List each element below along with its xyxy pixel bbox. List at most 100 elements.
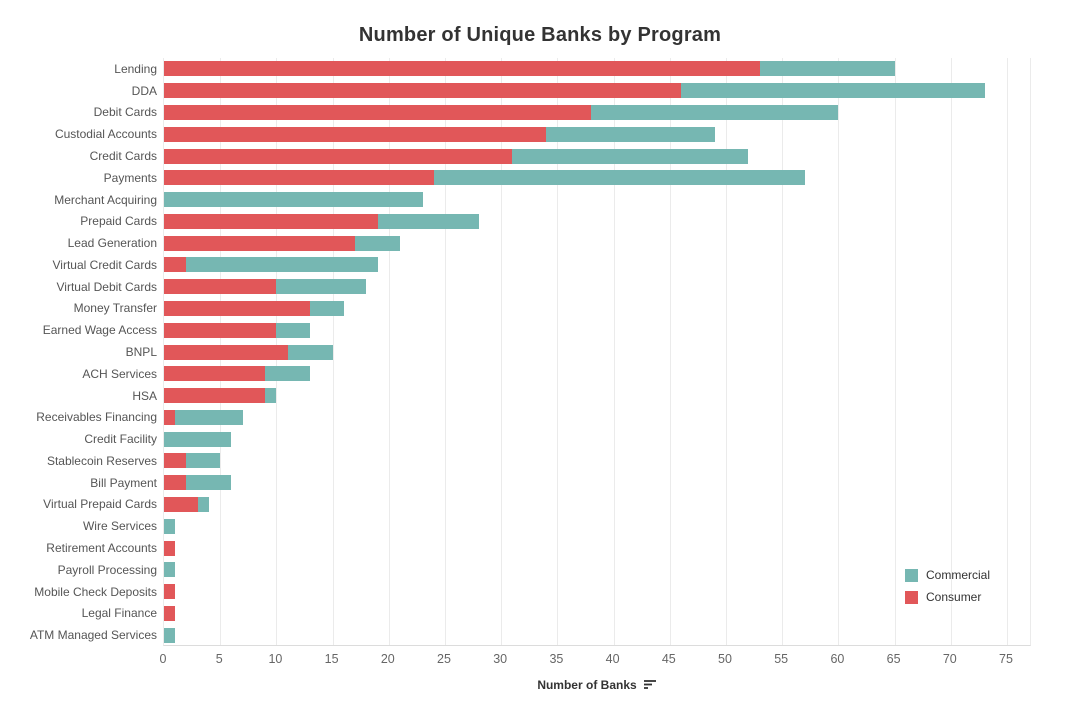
bar-segment-commercial[interactable] xyxy=(433,170,805,186)
category-label[interactable]: Legal Finance xyxy=(81,606,157,621)
x-axis-label: Number of Banks xyxy=(537,678,637,692)
category-label[interactable]: Credit Cards xyxy=(89,149,157,163)
category-label[interactable]: Wire Services xyxy=(82,519,157,534)
x-tick-label: 50 xyxy=(718,652,732,666)
category-label[interactable]: Custodial Accounts xyxy=(54,127,157,142)
bar-segment-commercial[interactable] xyxy=(164,627,176,643)
legend-item-consumer[interactable]: Consumer xyxy=(905,586,990,608)
category-label[interactable]: Receivables Financing xyxy=(36,410,157,425)
plot-area: Lending DDA Debit Cards Custodial Accounts C… xyxy=(30,58,1031,646)
x-tick-label: 65 xyxy=(886,652,901,666)
bar-segment-consumer[interactable] xyxy=(164,388,266,404)
bar-segment-consumer[interactable] xyxy=(164,300,311,316)
bar-segment-consumer[interactable] xyxy=(164,453,187,469)
category-label[interactable]: Virtual Prepaid Cards xyxy=(43,497,157,512)
bar-segment-consumer[interactable] xyxy=(164,257,187,273)
bar-segment-consumer[interactable] xyxy=(164,409,176,425)
legend-item-commercial[interactable]: Commercial xyxy=(905,564,990,586)
legend-label-commercial: Commercial xyxy=(926,568,991,582)
bar-segment-consumer[interactable] xyxy=(164,344,288,360)
bar-segment-commercial[interactable] xyxy=(265,388,277,404)
bar-segment-commercial[interactable] xyxy=(681,83,985,99)
bar-segment-consumer[interactable] xyxy=(164,475,187,491)
bar-segment-commercial[interactable] xyxy=(265,366,311,382)
gridline xyxy=(332,58,334,645)
gridline xyxy=(838,58,840,645)
bar-segment-commercial[interactable] xyxy=(186,257,378,273)
category-label[interactable]: Prepaid Cards xyxy=(80,214,157,229)
bar-segment-consumer[interactable] xyxy=(164,366,266,382)
bar-segment-commercial[interactable] xyxy=(287,344,333,360)
bar-segment-consumer[interactable] xyxy=(164,322,277,338)
bar-segment-consumer[interactable] xyxy=(164,126,547,142)
gridline xyxy=(613,58,615,645)
category-label[interactable]: Merchant Acquiring xyxy=(54,192,157,207)
gridline xyxy=(782,58,784,645)
gridline xyxy=(669,58,671,645)
category-label[interactable]: Earned Wage Access xyxy=(42,323,157,338)
bar-segment-commercial[interactable] xyxy=(164,518,176,534)
bar-segment-commercial[interactable] xyxy=(186,475,232,491)
x-tick-label: 30 xyxy=(493,652,508,666)
bar-segment-commercial[interactable] xyxy=(164,192,423,208)
category-label[interactable]: HSA xyxy=(132,388,157,403)
bar-segment-consumer[interactable] xyxy=(164,235,356,251)
x-tick-label: 15 xyxy=(324,652,339,666)
bar-segment-commercial[interactable] xyxy=(377,213,479,229)
bar-segment-consumer[interactable] xyxy=(164,61,760,77)
bar-segment-commercial[interactable] xyxy=(310,300,344,316)
category-label[interactable]: Payments xyxy=(103,170,157,185)
category-label[interactable]: Lead Generation xyxy=(67,236,157,251)
category-label[interactable]: DDA xyxy=(131,83,157,98)
commercial-swatch-icon xyxy=(905,568,918,582)
category-label[interactable]: Debit Cards xyxy=(93,105,157,120)
bar-segment-commercial[interactable] xyxy=(546,126,715,142)
bar-segment-commercial[interactable] xyxy=(186,453,221,469)
bar-segment-consumer[interactable] xyxy=(164,170,434,186)
category-label[interactable]: Virtual Debit Cards xyxy=(56,279,158,294)
category-label[interactable]: Retirement Accounts xyxy=(46,541,157,555)
category-label[interactable]: ACH Services xyxy=(82,366,157,381)
category-label[interactable]: Lending xyxy=(114,61,157,76)
bar-segment-consumer[interactable] xyxy=(164,496,198,512)
bar-segment-consumer[interactable] xyxy=(164,279,277,295)
sort-descending-icon[interactable] xyxy=(643,679,657,693)
x-tick-label: 70 xyxy=(942,652,957,666)
gridline xyxy=(726,58,727,645)
bar-segment-commercial[interactable] xyxy=(355,235,401,251)
bar-segment-commercial[interactable] xyxy=(276,279,367,295)
bar-segment-consumer[interactable] xyxy=(164,540,176,556)
category-label[interactable]: Stablecoin Reserves xyxy=(46,453,157,468)
bar-segment-commercial[interactable] xyxy=(591,104,839,120)
category-label[interactable]: ATM Managed Services xyxy=(29,628,157,643)
bar-segment-commercial[interactable] xyxy=(276,322,311,338)
bar-segment-commercial[interactable] xyxy=(164,562,176,578)
x-tick-label: 60 xyxy=(830,652,845,666)
x-tick-label: 55 xyxy=(774,652,789,666)
category-label[interactable]: Mobile Check Deposits xyxy=(34,584,157,599)
bar-segment-consumer[interactable] xyxy=(164,104,592,120)
bar-segment-consumer[interactable] xyxy=(164,83,682,99)
bar-segment-commercial[interactable] xyxy=(512,148,749,164)
bar-segment-commercial[interactable] xyxy=(197,496,209,512)
gridline xyxy=(501,58,503,645)
category-label[interactable]: BNPL xyxy=(125,345,157,359)
category-label[interactable]: Virtual Credit Cards xyxy=(52,257,157,272)
category-label[interactable]: Bill Payment xyxy=(90,475,157,490)
x-tick-label: 25 xyxy=(437,652,451,666)
bar-segment-commercial[interactable] xyxy=(759,61,895,77)
bar-segment-consumer[interactable] xyxy=(164,605,176,621)
x-tick-label: 10 xyxy=(268,652,283,666)
gridline xyxy=(388,58,390,645)
category-label[interactable]: Payroll Processing xyxy=(57,562,157,577)
x-tick-label: 75 xyxy=(999,652,1013,666)
category-label[interactable]: Credit Facility xyxy=(84,432,157,447)
bar-segment-commercial[interactable] xyxy=(175,409,243,425)
bar-segment-consumer[interactable] xyxy=(164,148,513,164)
x-tick-label: 45 xyxy=(661,652,676,666)
bar-segment-consumer[interactable] xyxy=(164,213,378,229)
category-label[interactable]: Money Transfer xyxy=(73,301,157,316)
bar-segment-commercial[interactable] xyxy=(164,431,232,447)
bar-segment-consumer[interactable] xyxy=(164,584,176,600)
